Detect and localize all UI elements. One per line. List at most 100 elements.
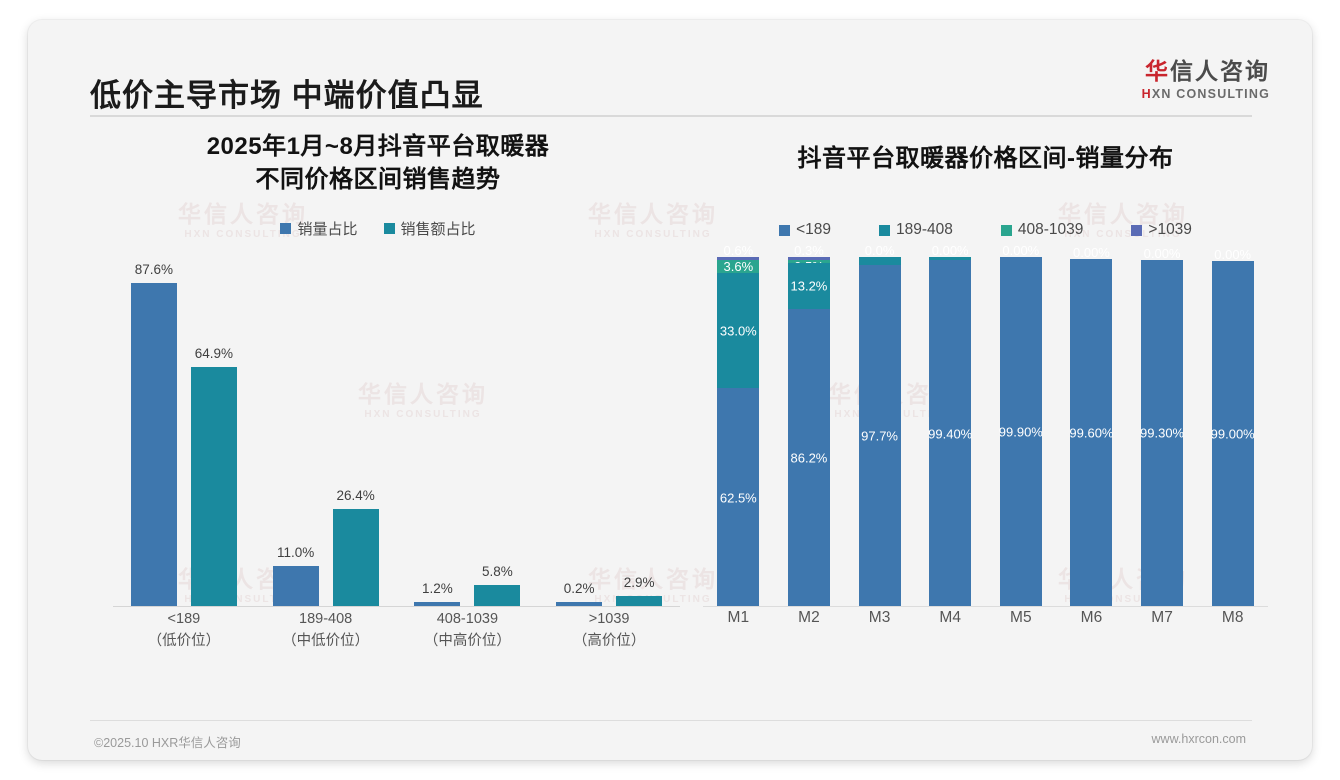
category-label-tier: （高价位） bbox=[572, 632, 646, 649]
stacked-segment-label: 0.3% bbox=[794, 243, 824, 259]
category-label-tier: （中高价位） bbox=[423, 632, 511, 649]
logo-english: HXN CONSULTING bbox=[1142, 87, 1270, 101]
bar-column[interactable]: 2.9% bbox=[616, 257, 663, 607]
bar[interactable] bbox=[190, 367, 237, 607]
logo-en-accent: H bbox=[1141, 87, 1152, 102]
category-label-range: >1039 bbox=[588, 611, 630, 628]
left-chart-panel: 2025年1月~8月抖音平台取暖器 不同价格区间销售趋势 销量占比 销售额占比 8… bbox=[68, 130, 688, 700]
stacked-bar[interactable]: 0.00%0.00%0.00%99.00% bbox=[1211, 247, 1255, 608]
stacked-bar-column[interactable]: 0.00%0.00%0.00%99.30% bbox=[1127, 246, 1198, 608]
bar-group: 0.2% 2.9% bbox=[538, 257, 680, 607]
legend-item[interactable]: >1039 bbox=[1131, 221, 1192, 239]
left-chart-title-line2: 不同价格区间销售趋势 bbox=[255, 166, 501, 194]
stacked-bar-segment[interactable]: 99.60% bbox=[1069, 258, 1113, 608]
bar[interactable] bbox=[616, 595, 663, 607]
bar-column[interactable]: 1.2% bbox=[414, 257, 461, 607]
stacked-bar-column[interactable]: 0.6% 3.6% 33.0% 62.5% bbox=[703, 243, 774, 608]
stacked-bar-segment[interactable]: 33.0% bbox=[717, 272, 760, 389]
stacked-segment-label: 99.30% bbox=[1140, 425, 1185, 441]
right-chart-legend: <189 189-408 408-1039 >1039 bbox=[693, 221, 1278, 239]
bar[interactable] bbox=[272, 565, 319, 607]
bar-column[interactable]: 5.8% bbox=[474, 257, 521, 607]
bar-value-label: 11.0% bbox=[276, 544, 315, 560]
stacked-segment-label: 86.2% bbox=[790, 450, 828, 466]
legend-item[interactable]: 销量占比 bbox=[280, 218, 358, 239]
bar[interactable] bbox=[130, 283, 177, 607]
stacked-bar-column[interactable]: 0.0%0.0%2.4%97.7% bbox=[844, 243, 915, 608]
stacked-bar-segment[interactable]: 99.90% bbox=[998, 257, 1043, 608]
stacked-bar-column[interactable]: 0.00%0.00%0.00%99.90% bbox=[986, 243, 1057, 608]
month-label: M5 bbox=[1010, 609, 1032, 627]
bar-column[interactable]: 0.2% bbox=[556, 257, 603, 607]
bar-value-label: 26.4% bbox=[336, 487, 375, 503]
category-label-range: <189 bbox=[167, 611, 201, 628]
logo-rest-chars: 信人咨询 bbox=[1170, 58, 1270, 84]
left-chart-category-axis: <189 （低价位） 189-408 （中低价位） 408-1039 （中高价位） >103… bbox=[113, 609, 680, 653]
header-divider bbox=[90, 115, 1252, 117]
stacked-bar-segment[interactable]: 0.6% bbox=[717, 243, 760, 261]
month-label: M2 bbox=[798, 609, 820, 627]
stacked-bar-column[interactable]: 0.00%0.00%0.00%99.60% bbox=[1056, 245, 1127, 608]
bar-group: 11.0% 26.4% bbox=[255, 257, 397, 607]
month-label: M7 bbox=[1151, 609, 1173, 627]
stacked-bar-column[interactable]: 0.00%0.00%0.00%99.00% bbox=[1197, 247, 1268, 608]
category-label-range: 189-408 bbox=[299, 611, 353, 628]
footer-copyright: ©2025.10 HXR华信人咨询 bbox=[94, 736, 241, 750]
stacked-bar-segment[interactable]: 99.40% bbox=[928, 260, 972, 608]
bar-column[interactable]: 64.9% bbox=[190, 257, 237, 607]
bar-value-label: 0.2% bbox=[563, 581, 595, 597]
stacked-segment-label: 3.6% bbox=[723, 259, 754, 275]
month-label: M1 bbox=[727, 609, 750, 627]
stacked-bar[interactable]: 0.3%0.5%13.2%86.2% bbox=[787, 243, 830, 608]
stacked-bar-segment[interactable]: 99.00% bbox=[1211, 260, 1255, 608]
legend-swatch-icon bbox=[1131, 224, 1143, 236]
stacked-segment-label: 0.00% bbox=[1073, 244, 1110, 260]
stacked-bar-segment[interactable]: 62.5% bbox=[717, 388, 760, 608]
bar[interactable] bbox=[414, 601, 461, 607]
category-label-tier: （中低价位） bbox=[282, 632, 370, 649]
stacked-bar[interactable]: 0.00%0.00%0.60%99.40% bbox=[928, 243, 972, 608]
bar[interactable] bbox=[332, 508, 379, 607]
stacked-bar-segment[interactable]: 3.6% bbox=[717, 259, 760, 275]
stacked-bar-segment[interactable]: 13.2% bbox=[787, 263, 830, 309]
bar[interactable] bbox=[474, 584, 521, 607]
stacked-bar-segment[interactable]: 0.3% bbox=[787, 243, 830, 261]
stacked-segment-label: 99.90% bbox=[998, 424, 1043, 440]
slide-header: 低价主导市场 中端价值凸显 华信人咨询 HXN CONSULTING bbox=[28, 20, 1312, 117]
stacked-bar[interactable]: 0.00%0.00%0.00%99.60% bbox=[1069, 245, 1113, 608]
brand-logo: 华信人咨询 HXN CONSULTING bbox=[1142, 58, 1270, 101]
stacked-bar[interactable]: 0.0%0.0%2.4%97.7% bbox=[858, 243, 901, 608]
stacked-bar-column[interactable]: 0.3%0.5%13.2%86.2% bbox=[774, 243, 845, 608]
month-label: M3 bbox=[868, 609, 891, 627]
stacked-bar-segment[interactable]: 99.30% bbox=[1140, 259, 1185, 608]
bar-column[interactable]: 26.4% bbox=[332, 257, 379, 607]
legend-swatch-icon bbox=[779, 224, 791, 236]
legend-label: 销量占比 bbox=[297, 221, 358, 239]
legend-item[interactable]: <189 bbox=[779, 221, 831, 239]
right-chart-category-axis: M1 M2 M3 M4 M5 M6 M7 M8 bbox=[703, 609, 1268, 627]
bar-column[interactable]: 87.6% bbox=[130, 257, 177, 607]
legend-item[interactable]: 408-1039 bbox=[1000, 221, 1083, 239]
stacked-segment-label: 62.5% bbox=[719, 490, 757, 506]
stacked-bar[interactable]: 0.00%0.00%0.00%99.90% bbox=[998, 243, 1043, 608]
bar[interactable] bbox=[556, 602, 603, 607]
stacked-segment-label: 0.0% bbox=[864, 243, 895, 259]
legend-item[interactable]: 189-408 bbox=[878, 221, 953, 239]
stacked-bar-column[interactable]: 0.00%0.00%0.60%99.40% bbox=[915, 243, 986, 608]
bar-column[interactable]: 11.0% bbox=[272, 257, 319, 607]
stacked-bar-segment[interactable]: 86.2% bbox=[787, 308, 830, 608]
month-label: M8 bbox=[1221, 609, 1244, 627]
stacked-segment-label: 0.00% bbox=[931, 243, 969, 259]
footer-divider bbox=[90, 720, 1252, 721]
stacked-bar-segment[interactable]: 97.7% bbox=[858, 265, 901, 608]
stacked-segment-label: 97.7% bbox=[861, 428, 898, 444]
stacked-bar[interactable]: 0.6% 3.6% 33.0% 62.5% bbox=[717, 243, 760, 608]
logo-en-rest: XN CONSULTING bbox=[1151, 87, 1270, 102]
month-label: M6 bbox=[1080, 609, 1103, 627]
stacked-bar[interactable]: 0.00%0.00%0.00%99.30% bbox=[1140, 246, 1185, 608]
bar-group: 1.2% 5.8% bbox=[397, 257, 539, 607]
legend-item[interactable]: 销售额占比 bbox=[383, 218, 476, 239]
page-title: 低价主导市场 中端价值凸显 bbox=[90, 78, 484, 113]
stacked-bar-segment[interactable]: 2.4% bbox=[858, 257, 901, 284]
left-chart-title-line1: 2025年1月~8月抖音平台取暖器 bbox=[206, 133, 550, 160]
